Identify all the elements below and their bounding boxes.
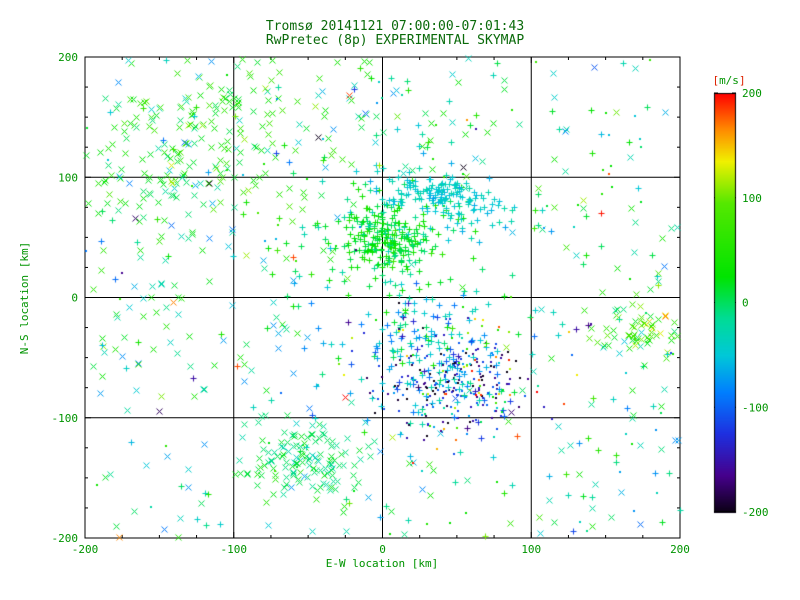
plot-subtitle: RwPretec (8p) EXPERIMENTAL SKYMAP [265, 33, 525, 48]
plot-title-block: Tromsø 20141121 07:00:00-07:01:43 RwPret… [0, 20, 790, 48]
colorbar-unit-bracket-open: [ [712, 74, 720, 87]
colorbar-unit-label: [m/s] [699, 74, 759, 87]
colorbar-unit-text: m/s [719, 74, 739, 87]
colorbar-unit-bracket-close: ] [738, 74, 746, 87]
plot-title: Tromsø 20141121 07:00:00-07:01:43 [265, 19, 525, 34]
